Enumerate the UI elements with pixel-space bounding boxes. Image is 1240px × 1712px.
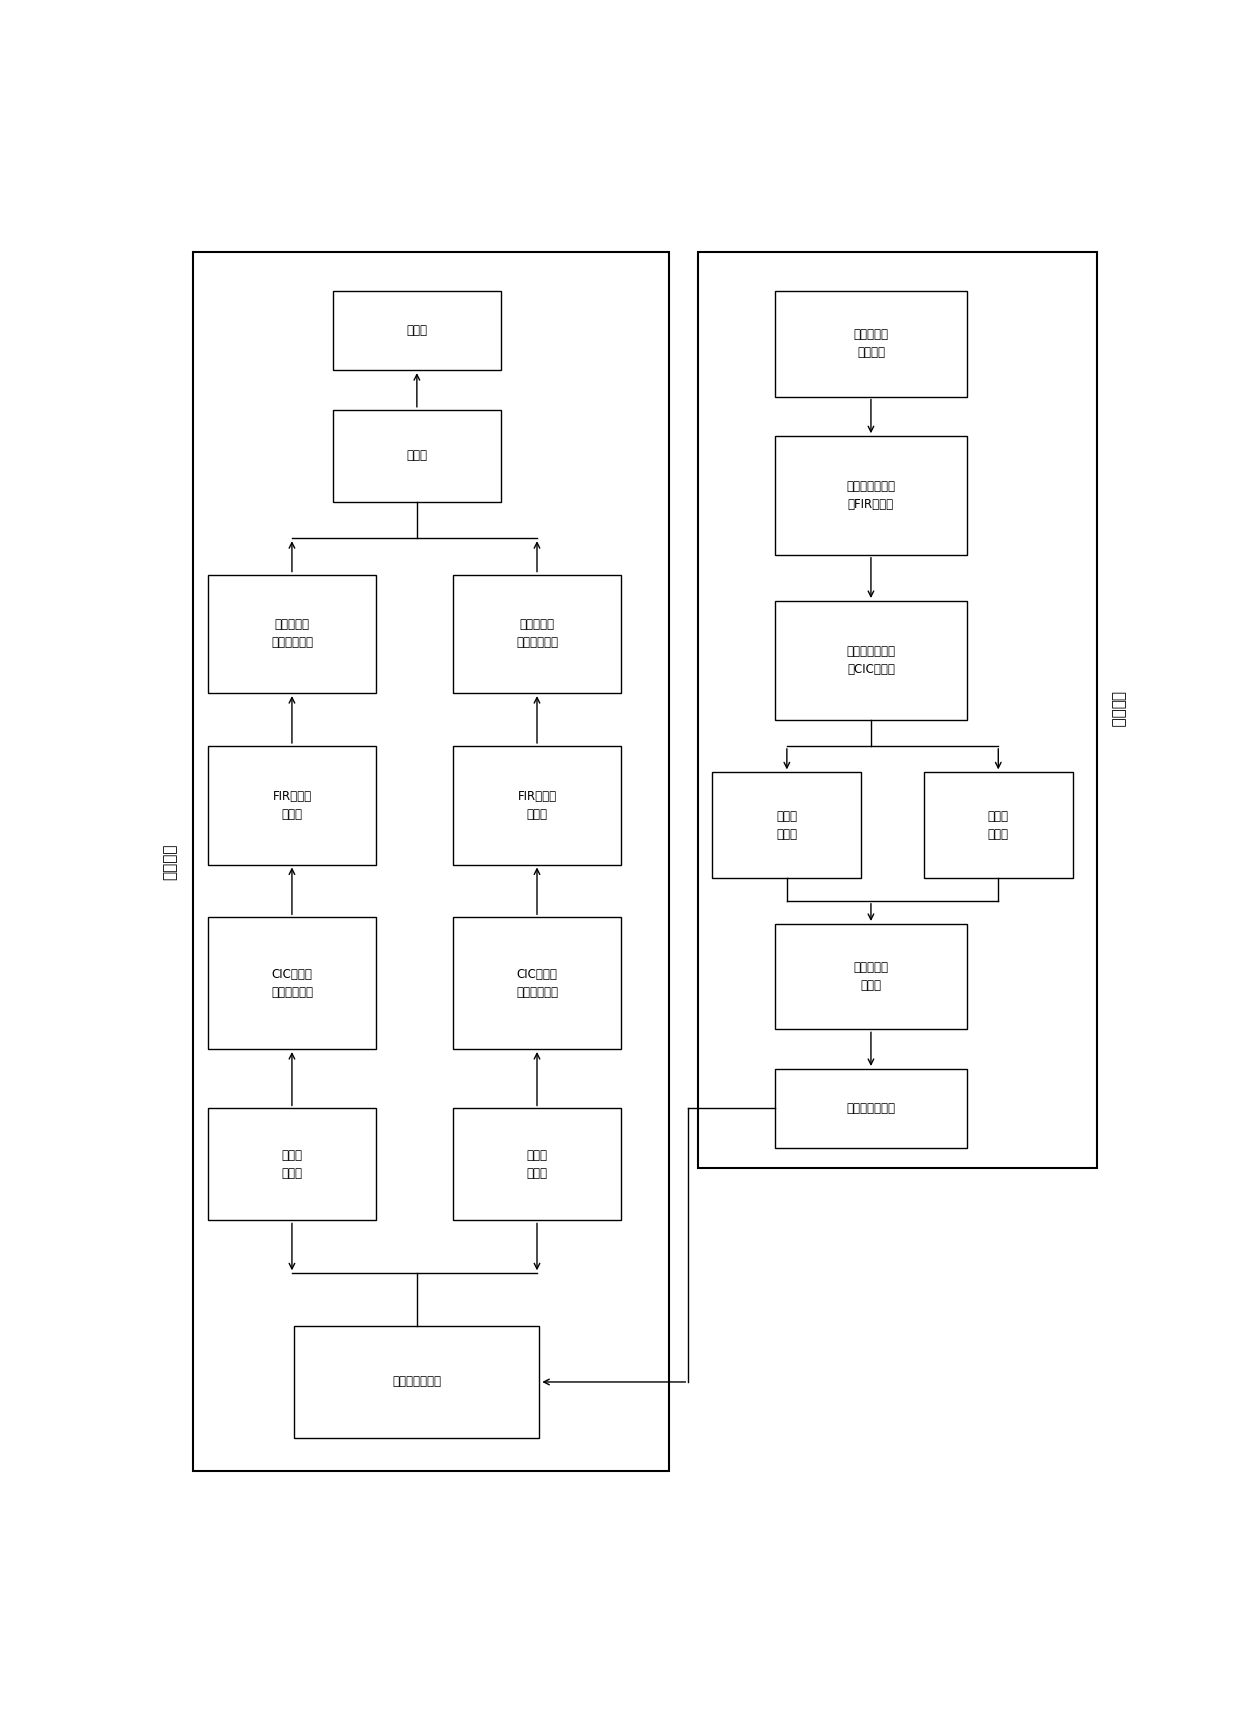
Bar bbox=[332, 409, 501, 502]
Bar bbox=[712, 772, 862, 878]
Text: 数字基带输出器: 数字基带输出器 bbox=[847, 1103, 895, 1115]
Text: CIC滤波器
插值器第一路: CIC滤波器 插值器第一路 bbox=[516, 967, 558, 998]
Text: 第一路
采样器: 第一路 采样器 bbox=[527, 1149, 548, 1180]
Text: 依频率多级滤波
自CIC滤波器: 依频率多级滤波 自CIC滤波器 bbox=[847, 645, 895, 676]
Bar bbox=[453, 575, 621, 693]
Bar bbox=[193, 252, 670, 1471]
Text: 接收系统: 接收系统 bbox=[1111, 692, 1126, 728]
Bar bbox=[208, 918, 376, 1049]
Text: 发射系统: 发射系统 bbox=[162, 842, 177, 880]
Text: 第二路
采样器: 第二路 采样器 bbox=[281, 1149, 303, 1180]
Text: FIR滤波器
第二路: FIR滤波器 第二路 bbox=[273, 789, 311, 820]
Text: 信号与号码
匹配器第二路: 信号与号码 匹配器第二路 bbox=[272, 618, 312, 649]
Text: 数字基带输入器: 数字基带输入器 bbox=[392, 1375, 441, 1388]
Text: 信号与号码
匹配器第一路: 信号与号码 匹配器第一路 bbox=[516, 618, 558, 649]
Bar bbox=[775, 1068, 967, 1149]
Bar bbox=[208, 575, 376, 693]
Text: 计算器: 计算器 bbox=[407, 450, 428, 462]
Bar bbox=[453, 918, 621, 1049]
Bar bbox=[332, 291, 501, 370]
Bar bbox=[775, 924, 967, 1029]
Bar bbox=[208, 1108, 376, 1221]
Text: 存储器: 存储器 bbox=[407, 324, 428, 337]
Text: CIC滤波器
插值器第二路: CIC滤波器 插值器第二路 bbox=[272, 967, 312, 998]
Text: 频率合成器
主振荡器: 频率合成器 主振荡器 bbox=[853, 329, 888, 360]
Bar bbox=[453, 1108, 621, 1221]
Text: 依频率优化
滤波器: 依频率优化 滤波器 bbox=[853, 960, 888, 993]
Bar bbox=[775, 437, 967, 555]
Text: 依频率多级滤波
自FIR滤波器: 依频率多级滤波 自FIR滤波器 bbox=[847, 479, 895, 510]
Bar bbox=[775, 291, 967, 397]
Text: FIR滤波器
第一路: FIR滤波器 第一路 bbox=[517, 789, 557, 820]
Bar bbox=[698, 252, 1096, 1168]
Bar bbox=[294, 1325, 539, 1438]
Bar bbox=[453, 746, 621, 865]
Text: 第一路
滤波器: 第一路 滤波器 bbox=[988, 810, 1009, 841]
Text: 第二路
滤波器: 第二路 滤波器 bbox=[776, 810, 797, 841]
Bar bbox=[775, 601, 967, 719]
Bar bbox=[208, 746, 376, 865]
Bar bbox=[924, 772, 1073, 878]
